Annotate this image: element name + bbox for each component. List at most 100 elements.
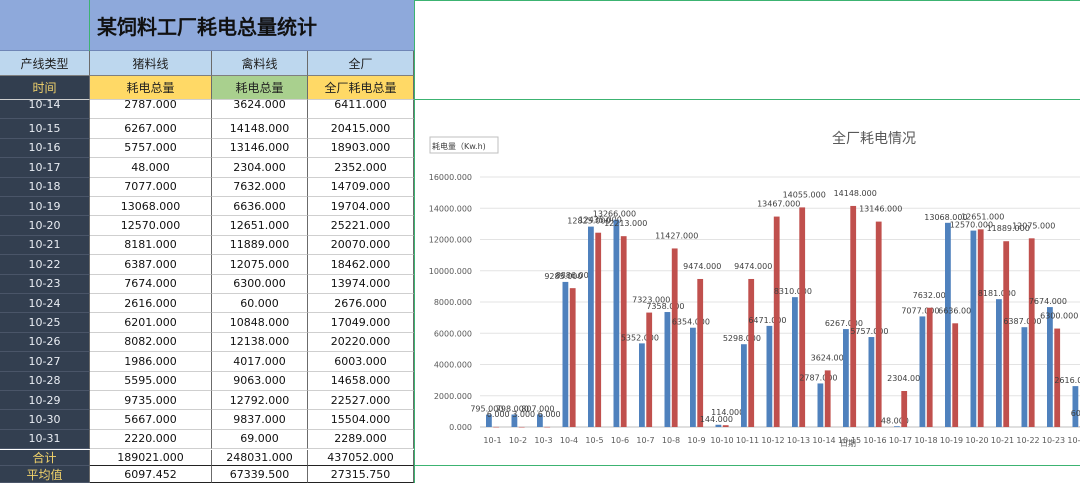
cell-poultry[interactable]: 13146.000 [212,138,308,159]
cell-date[interactable]: 10-20 [0,216,90,236]
cell-plant[interactable]: 13974.000 [308,274,414,294]
header-poultry-line[interactable]: 禽料线 [212,51,308,76]
cell-plant[interactable]: 2289.000 [308,429,414,450]
header-whole-plant[interactable]: 全厂 [308,51,414,76]
cell-date[interactable]: 10-25 [0,313,90,333]
cell-plant[interactable]: 19704.000 [308,197,414,217]
cell-poultry[interactable]: 9063.000 [212,371,308,391]
cell-date[interactable]: 10-16 [0,138,90,159]
x-tick-label: 10-11 [736,436,759,445]
cell-plant[interactable]: 25221.000 [308,216,414,236]
cell-date[interactable]: 10-27 [0,352,90,372]
cell-plant[interactable]: 22527.000 [308,391,414,411]
cell-plant[interactable]: 20070.000 [308,235,414,256]
cell-poultry[interactable]: 14148.000 [212,119,308,139]
cell-poultry[interactable]: 3624.000 [212,100,308,120]
cell-poultry[interactable]: 12075.000 [212,255,308,275]
bar-pig [664,312,671,427]
cell-date[interactable]: 10-30 [0,410,90,430]
cell-poultry[interactable]: 7632.000 [212,177,308,197]
cell-date[interactable]: 10-24 [0,294,90,314]
cell-date[interactable]: 10-26 [0,332,90,353]
cell-plant[interactable]: 17049.000 [308,313,414,333]
cell-date[interactable]: 10-21 [0,235,90,256]
cell-poultry[interactable]: 12138.000 [212,332,308,353]
average-plant[interactable]: 27315.750 [308,466,414,483]
header-line-type[interactable]: 产线类型 [0,51,90,76]
cell-plant[interactable]: 18903.000 [308,138,414,159]
cell-plant[interactable]: 6003.000 [308,352,414,372]
data-label: 14148.000 [834,189,877,198]
cell-date[interactable]: 10-17 [0,158,90,178]
cell-pig[interactable]: 1986.000 [90,352,212,372]
cell-pig[interactable]: 6387.000 [90,255,212,275]
average-pig[interactable]: 6097.452 [90,466,212,483]
cell-pig[interactable]: 5595.000 [90,371,212,391]
cell-date[interactable]: 10-29 [0,391,90,411]
cell-poultry[interactable]: 69.000 [212,429,308,450]
cell-date[interactable]: 10-23 [0,274,90,294]
cell-date[interactable]: 10-31 [0,429,90,450]
cell-plant[interactable]: 15504.000 [308,410,414,430]
cell-pig[interactable]: 8082.000 [90,332,212,353]
cell-pig[interactable]: 6267.000 [90,119,212,139]
cell-date[interactable]: 10-22 [0,255,90,275]
cell-poultry[interactable]: 6636.000 [212,197,308,217]
cell-pig[interactable]: 2616.000 [90,294,212,314]
y-tick-label: 2000.000 [434,392,472,401]
cell-plant[interactable]: 18462.000 [308,255,414,275]
cell-date[interactable]: 10-28 [0,371,90,391]
bar-poultry [569,288,576,427]
cell-poultry[interactable]: 6300.000 [212,274,308,294]
data-label: 7632.000 [913,291,951,300]
cell-poultry[interactable]: 12651.000 [212,216,308,236]
cell-poultry[interactable]: 9837.000 [212,410,308,430]
cell-poultry[interactable]: 12792.000 [212,391,308,411]
header-poultry-total[interactable]: 耗电总量 [212,76,308,100]
power-chart[interactable]: 全厂耗电情况 耗电量（Kw.h) 0.000 2000.000 4000.000 6000… [416,103,1080,463]
cell-pig[interactable]: 13068.000 [90,197,212,217]
cell-date[interactable]: 10-14 [0,100,90,120]
average-label[interactable]: 平均值 [0,466,90,483]
cell-date[interactable]: 10-18 [0,177,90,197]
cell-date[interactable]: 10-15 [0,119,90,139]
header-time[interactable]: 时间 [0,76,90,100]
cell-pig[interactable]: 48.000 [90,158,212,178]
total-plant[interactable]: 437052.000 [308,450,414,466]
cell-plant[interactable]: 2676.000 [308,294,414,314]
data-label: 12435.000 [579,216,622,225]
total-pig[interactable]: 189021.000 [90,450,212,466]
cell-plant[interactable]: 20415.000 [308,119,414,139]
cell-pig[interactable]: 2220.000 [90,429,212,450]
header-pig-line[interactable]: 猪料线 [90,51,212,76]
cell-pig[interactable]: 5757.000 [90,138,212,159]
cell-pig[interactable]: 7077.000 [90,177,212,197]
cell-pig[interactable]: 7674.000 [90,274,212,294]
cell-plant[interactable]: 14658.000 [308,371,414,391]
cell-pig[interactable]: 5667.000 [90,410,212,430]
average-poultry[interactable]: 67339.500 [212,466,308,483]
cell-poultry[interactable]: 4017.000 [212,352,308,372]
header-pig-total[interactable]: 耗电总量 [90,76,212,100]
cell-poultry[interactable]: 10848.000 [212,313,308,333]
cell-poultry[interactable]: 11889.000 [212,235,308,256]
cell-plant[interactable]: 20220.000 [308,332,414,353]
selection-border-mid [414,99,1080,100]
cell-plant[interactable]: 14709.000 [308,177,414,197]
cell-pig[interactable]: 12570.000 [90,216,212,236]
total-label[interactable]: 合计 [0,450,90,466]
cell-cursor-line [89,0,90,51]
cell-poultry[interactable]: 60.000 [212,294,308,314]
cell-pig[interactable]: 6201.000 [90,313,212,333]
total-poultry[interactable]: 248031.000 [212,450,308,466]
cell-plant[interactable]: 2352.000 [308,158,414,178]
header-plant-total[interactable]: 全厂耗电总量 [308,76,414,100]
cell-pig[interactable]: 9735.000 [90,391,212,411]
cell-poultry[interactable]: 2304.000 [212,158,308,178]
cell-date[interactable]: 10-19 [0,197,90,217]
bar-poultry [1028,238,1035,427]
cell-pig[interactable]: 2787.000 [90,100,212,120]
cell-plant[interactable]: 6411.000 [308,100,414,120]
cell-pig[interactable]: 8181.000 [90,235,212,256]
x-tick-label: 10-17 [889,436,912,445]
